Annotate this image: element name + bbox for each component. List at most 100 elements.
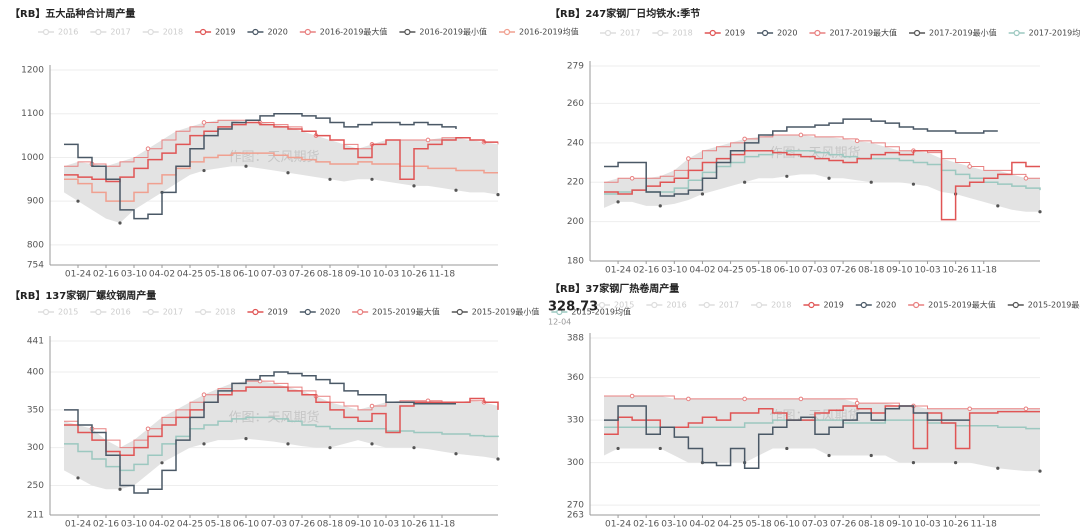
min-dot	[954, 461, 958, 465]
x-tick-label: 10-03	[914, 266, 940, 276]
max-dot	[798, 132, 804, 138]
max-dot	[967, 164, 972, 169]
legend-icon	[598, 301, 606, 309]
x-tick-label: 11-18	[971, 266, 997, 276]
series-line	[604, 405, 1040, 450]
min-dot	[202, 168, 206, 173]
y-tick-label: 180	[567, 257, 584, 267]
series-line	[604, 395, 1040, 410]
legend-icon	[95, 308, 102, 316]
max-dot	[798, 396, 804, 402]
y-tick-label: 388	[567, 334, 584, 344]
x-tick-label: 07-03	[802, 520, 828, 530]
max-dot	[145, 426, 151, 432]
x-tick-label: 06-10	[233, 270, 259, 280]
min-dot	[118, 487, 122, 491]
y-tick-label: 211	[27, 511, 44, 521]
min-dot	[658, 446, 662, 451]
x-tick-label: 02-16	[93, 520, 119, 530]
min-dot	[911, 461, 916, 465]
max-dot	[967, 406, 972, 412]
legend-icon	[604, 29, 612, 37]
chart-title: 【RB】247家钢厂日均铁水:季节	[550, 7, 700, 20]
x-tick-label: 10-26	[401, 270, 427, 280]
x-tick-label: 03-10	[661, 520, 687, 530]
max-dot	[629, 393, 635, 399]
x-tick-label: 05-18	[205, 520, 231, 530]
legend-icon	[556, 308, 563, 316]
x-tick-label: 01-24	[65, 270, 91, 280]
legend-icon	[808, 301, 815, 309]
legend-icon	[814, 29, 821, 37]
series-line	[604, 405, 970, 470]
x-tick-label: 07-26	[830, 266, 856, 276]
min-dot	[328, 446, 332, 450]
legend-entry: 2016-2019最小值	[419, 27, 487, 37]
chart-title: 【RB】五大品种合计周产量	[10, 7, 135, 20]
legend-entry: 2017-2019均值	[1029, 28, 1080, 38]
y-tick-label: 360	[567, 373, 584, 383]
x-tick-label: 09-10	[886, 520, 912, 530]
legend-inactive: 2017	[620, 29, 640, 38]
legend-entry: 2019	[215, 28, 235, 37]
legend-entry: 2020	[320, 308, 340, 317]
chart-panel: 【RB】37家钢厂热卷周产量 2015 2016 2017 2018 2019 2020 20…	[548, 282, 1080, 530]
max-dot	[1023, 406, 1029, 412]
legend-entry: 2015-2019最大值	[928, 300, 996, 310]
x-tick-label: 02-16	[93, 270, 119, 280]
legend-icon	[147, 28, 154, 36]
min-dot	[202, 442, 206, 446]
legend-inactive: 2015	[614, 301, 634, 310]
y-tick-label: 350	[27, 405, 44, 415]
min-dot	[76, 476, 80, 480]
y-tick-label: 441	[27, 337, 44, 347]
max-dot	[201, 120, 207, 125]
chart-panel: 【RB】247家钢厂日均铁水:季节 2017 2018 2019 2020 2017-20…	[550, 7, 1080, 276]
min-dot	[700, 192, 705, 196]
x-tick-label: 01-24	[605, 266, 631, 276]
legend-icon	[304, 28, 311, 36]
max-dot	[854, 138, 860, 144]
min-dot	[911, 182, 916, 186]
legend-entry: 2020	[777, 29, 797, 38]
legend-icon	[913, 29, 921, 37]
series-line	[604, 149, 1041, 195]
x-tick-label: 01-24	[65, 520, 91, 530]
legend-entry: 2015-2019最小值	[472, 307, 540, 317]
max-dot	[854, 400, 860, 406]
legend-icon	[651, 301, 658, 309]
y-tick-label: 260	[567, 99, 584, 109]
legend-entry: 2017-2019最小值	[929, 28, 997, 38]
min-dot	[827, 176, 831, 180]
min-dot	[869, 180, 873, 184]
legend-entry: 2020	[267, 28, 287, 37]
legend-icon	[1013, 29, 1020, 37]
x-tick-label: 11-18	[429, 520, 455, 530]
legend-icon	[761, 29, 769, 37]
x-tick-label: 07-26	[289, 520, 315, 530]
min-dot	[454, 188, 458, 192]
legend-inactive: 2018	[672, 29, 692, 38]
legend-entry: 2015-2019最小值	[1028, 300, 1080, 310]
y-tick-label: 300	[27, 443, 44, 453]
x-tick-label: 04-25	[177, 520, 203, 530]
y-tick-label: 250	[27, 481, 44, 491]
x-tick-label: 04-02	[689, 266, 715, 276]
x-tick-label: 10-03	[373, 270, 399, 280]
min-dot	[286, 442, 290, 446]
min-dot	[412, 446, 416, 450]
legend-icon	[42, 28, 50, 36]
x-tick-label: 10-26	[943, 520, 969, 530]
legend-entry: 2019	[267, 308, 287, 317]
max-dot	[201, 392, 207, 398]
min-dot	[658, 204, 662, 208]
legend-entry: 2015-2019最大值	[372, 307, 440, 317]
min-dot	[743, 180, 747, 184]
min-dot	[869, 453, 873, 458]
x-tick-label: 07-26	[830, 520, 856, 530]
x-tick-label: 07-03	[802, 266, 828, 276]
series-line	[604, 118, 998, 197]
x-tick-label: 04-25	[718, 266, 744, 276]
y-tick-label: 220	[567, 178, 584, 188]
min-dot	[996, 466, 1000, 470]
